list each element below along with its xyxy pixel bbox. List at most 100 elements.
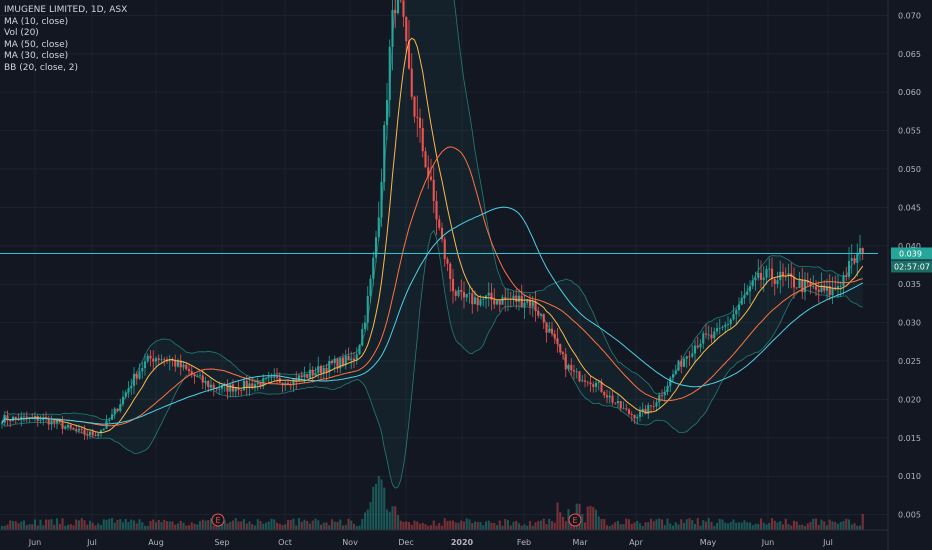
candle-body [171, 360, 174, 362]
candle-body [429, 176, 433, 180]
volume-bar [251, 524, 254, 530]
volume-bar [141, 522, 144, 530]
volume-bar [97, 523, 100, 530]
legend-vol[interactable]: Vol (20) [4, 28, 39, 38]
candle-body [589, 382, 592, 385]
candle-body [179, 360, 182, 368]
volume-bar [759, 518, 763, 530]
candle-body [660, 394, 664, 396]
volume-bar [671, 525, 675, 530]
candle-body [391, 9, 394, 47]
volume-bar [542, 518, 545, 530]
volume-bar [847, 519, 851, 530]
candle-body [680, 360, 683, 367]
legend-ma30[interactable]: MA (30, close) [4, 51, 69, 61]
candle-body [69, 424, 72, 428]
volume-bar [347, 518, 350, 530]
volume-bar [583, 522, 587, 530]
volume-bar [825, 525, 829, 530]
volume-bar [787, 524, 790, 530]
candle-body [443, 239, 446, 260]
candle-body [765, 269, 768, 278]
candle-body [556, 338, 559, 345]
candle-body [339, 357, 342, 369]
volume-bar [61, 518, 64, 530]
candle-body [545, 322, 548, 333]
candle-body [721, 326, 724, 328]
candle-body [534, 301, 537, 312]
volume-bar [36, 525, 39, 530]
volume-bar [416, 521, 419, 530]
candle-body [814, 286, 818, 290]
candle-body [31, 417, 34, 418]
volume-bar [300, 521, 303, 530]
volume-bar [611, 524, 614, 530]
candle-body [58, 420, 61, 423]
volume-bar [322, 522, 325, 530]
candle-body [647, 405, 650, 415]
legend-ma10[interactable]: MA (10, close) [4, 16, 69, 27]
volume-bar [553, 522, 556, 530]
x-tick-label: Apr [629, 538, 644, 547]
volume-bar [80, 518, 83, 530]
volume-bar [691, 520, 694, 530]
volume-bar [831, 521, 834, 530]
volume-bar [504, 518, 507, 530]
candle-body [839, 285, 842, 287]
candle-body [407, 41, 411, 69]
x-tick-label: 2020 [451, 538, 474, 547]
volume-bar [64, 525, 67, 530]
volume-bar [663, 525, 666, 530]
volume-bar [616, 520, 620, 530]
candle-body [666, 385, 669, 393]
volume-bar [94, 525, 97, 530]
candle-body [292, 378, 295, 385]
candle-body [83, 429, 86, 435]
candle-body [394, 9, 397, 14]
candle-body [457, 289, 460, 296]
candle-body [597, 381, 600, 383]
volume-bar [292, 518, 295, 530]
volume-bar [820, 519, 823, 530]
candle-body [754, 277, 757, 281]
volume-bar [127, 522, 130, 530]
candle-body [570, 365, 573, 371]
price-axis[interactable]: 0.005 0.010 0.015 0.020 0.025 0.030 0.035 0.040… [887, 0, 932, 550]
moving-averages [1, 37, 864, 434]
volume-bar [435, 525, 438, 530]
x-tick-label: Mar [572, 538, 588, 547]
volume-bar [174, 524, 177, 530]
candle-body [427, 167, 430, 177]
volume-bar [270, 518, 273, 530]
volume-bar [196, 524, 199, 530]
earnings-marker[interactable] [568, 513, 582, 527]
legend-ma50[interactable]: MA (50, close) [4, 39, 69, 50]
volume-bar [361, 519, 364, 530]
candle-body [825, 286, 829, 291]
candle-body [823, 285, 826, 291]
candle-body [306, 374, 309, 378]
volume-bar [790, 525, 793, 530]
volume-bar [520, 525, 523, 530]
x-tick-label: Jun [761, 538, 775, 547]
legend-bb[interactable]: BB (20, close, 2) [4, 62, 79, 73]
candle-body [143, 361, 147, 369]
volume-bar [556, 502, 559, 530]
candle-body [842, 275, 845, 286]
volume-bar [776, 522, 779, 530]
volume-bar [743, 520, 746, 530]
candle-body [196, 376, 199, 377]
candle-body [135, 373, 138, 379]
time-axis[interactable]: Jun Jul Aug Sep Oct Nov Dec 2020 Feb Mar Apr May Jun… [0, 529, 888, 547]
candle-body [616, 401, 620, 404]
earnings-marker[interactable] [211, 513, 225, 527]
volume-bar [809, 521, 812, 530]
bollinger-bands [1, 0, 864, 489]
volume-bar [836, 523, 840, 530]
candle-body [396, 0, 400, 14]
volume-bar [567, 509, 570, 530]
candle-body [787, 273, 790, 276]
volume-bar [685, 519, 688, 530]
